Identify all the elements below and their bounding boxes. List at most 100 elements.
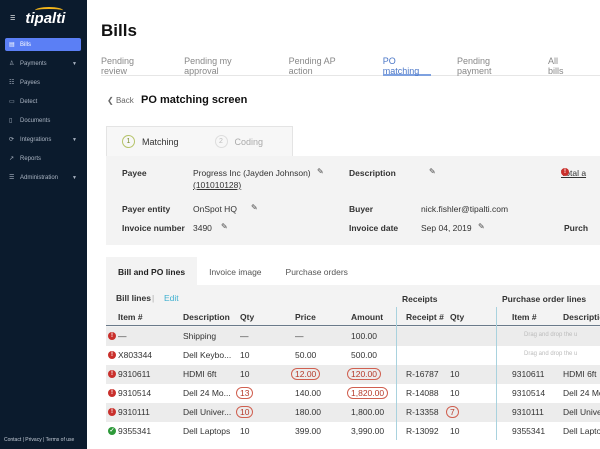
step-matching[interactable]: 1 Matching bbox=[107, 135, 200, 148]
cell-amount: 500.00 bbox=[351, 350, 377, 360]
cell-price: 399.00 bbox=[295, 426, 321, 436]
cell-amount: 1,820.00 bbox=[347, 387, 389, 399]
drag-drop-hint[interactable]: Drag and drop the u bbox=[524, 332, 578, 338]
cell-qty: 10 bbox=[240, 426, 250, 436]
sidebar-nav: ▤ Bills ♙ Payments ▼ ☷ Payees ▭ Detect ▯ Documents… bbox=[5, 38, 81, 190]
chart-icon: ↗ bbox=[9, 156, 15, 162]
column-header[interactable]: Qty bbox=[450, 312, 465, 322]
menu-icon[interactable]: ☰ bbox=[10, 16, 16, 22]
cell-amount: 3,990.00 bbox=[351, 426, 385, 436]
po-lines-label: Purchase order lines bbox=[502, 294, 587, 304]
drag-drop-hint[interactable]: Drag and drop the u bbox=[524, 351, 578, 357]
table-row[interactable]: ! — Shipping — —100.00 Drag and drop the u bbox=[106, 327, 600, 346]
sidebar-item-payments[interactable]: ♙ Payments ▼ bbox=[5, 57, 81, 70]
payee-label: Payee bbox=[122, 168, 147, 178]
column-header[interactable]: Description bbox=[563, 312, 600, 322]
edit-invoice-date-icon[interactable]: ✎ bbox=[478, 222, 485, 231]
tab-invoice-image[interactable]: Invoice image bbox=[209, 267, 262, 277]
step-label: Coding bbox=[234, 136, 264, 147]
cell-po_desc: Dell 24 Mo... bbox=[563, 388, 600, 398]
cell-price: — bbox=[295, 331, 304, 341]
sidebar-item-reports[interactable]: ↗ Reports bbox=[5, 152, 81, 165]
cell-po_desc: Dell Univer... bbox=[563, 407, 600, 417]
tab-pending-payment[interactable]: Pending payment bbox=[456, 56, 492, 76]
tab-pending-ap-action[interactable]: Pending AP action bbox=[288, 56, 336, 76]
receipts-divider bbox=[396, 307, 397, 440]
cell-desc: Shipping bbox=[183, 331, 217, 341]
document-icon: ▤ bbox=[9, 42, 15, 48]
cell-qty: 10 bbox=[236, 406, 254, 418]
invoice-number-label: Invoice number bbox=[122, 223, 185, 233]
cell-rqty: 10 bbox=[450, 426, 460, 436]
cell-amount: 120.00 bbox=[347, 368, 381, 380]
po-divider bbox=[496, 307, 497, 440]
error-icon: ! bbox=[108, 408, 116, 416]
page-title: PO matching screen bbox=[141, 94, 248, 106]
cell-item: 9310111 bbox=[118, 407, 150, 417]
cell-rqty: 10 bbox=[450, 388, 460, 398]
tab-purchase-orders[interactable]: Purchase orders bbox=[285, 267, 348, 277]
tab-pending-review[interactable]: Pending review bbox=[101, 56, 135, 76]
detect-icon: ▭ bbox=[9, 99, 15, 105]
sidebar-item-label: Integrations bbox=[20, 136, 52, 143]
cell-rqty: 7 bbox=[446, 406, 459, 418]
sidebar-footer[interactable]: Contact | Privacy | Terms of use bbox=[4, 437, 75, 443]
tab-pending-my-approval[interactable]: Pending my approval bbox=[184, 56, 232, 76]
table-row[interactable]: ✓ 9355341 Dell Laptops 10 399.00 3,990.00 R-13… bbox=[106, 422, 600, 441]
total-link: Total a bbox=[561, 168, 587, 178]
column-header[interactable]: Qty bbox=[240, 312, 255, 322]
sidebar-item-payees[interactable]: ☷ Payees bbox=[5, 76, 81, 89]
column-header[interactable]: Price bbox=[295, 312, 316, 322]
sidebar-item-detect[interactable]: ▭ Detect bbox=[5, 95, 81, 108]
error-icon: ! bbox=[108, 332, 116, 340]
table-row[interactable]: ! X803344 Dell Keybo... 10 50.00 500.00 Drag a… bbox=[106, 346, 600, 365]
invoice-number-value: 3490 bbox=[193, 223, 212, 233]
tab-all-bills[interactable]: All bills bbox=[548, 56, 564, 76]
edit-description-icon[interactable]: ✎ bbox=[429, 167, 436, 176]
cell-rqty: 10 bbox=[450, 369, 460, 379]
step-label: Matching bbox=[142, 136, 179, 147]
total-warning[interactable]: ! Total a bbox=[561, 168, 586, 178]
cell-receipt: R-16787 bbox=[406, 369, 439, 379]
payees-icon: ☷ bbox=[9, 80, 15, 86]
tab-po-matching[interactable]: PO matching bbox=[382, 56, 431, 76]
column-header[interactable]: Description bbox=[183, 312, 230, 322]
table-header-row: Item # Description Qty Price Amount Receipt #… bbox=[106, 310, 600, 326]
table-row[interactable]: ! 9310514 Dell 24 Mo... 13 140.00 1,820.00 R-1… bbox=[106, 384, 600, 403]
edit-payer-icon[interactable]: ✎ bbox=[251, 203, 258, 212]
sidebar-item-administration[interactable]: ☰ Administration ▼ bbox=[5, 171, 81, 184]
cell-desc: Dell Keybo... bbox=[183, 350, 232, 360]
cell-po_item: 9310514 bbox=[512, 388, 546, 398]
edit-invoice-number-icon[interactable]: ✎ bbox=[221, 222, 228, 231]
column-header[interactable]: Amount bbox=[351, 312, 384, 322]
column-header[interactable]: Receipt # bbox=[406, 312, 444, 322]
column-header[interactable]: Item # bbox=[118, 312, 143, 322]
table-row[interactable]: ! 9310611 HDMI 6ft 10 12.00 120.00 R-16787 10 93… bbox=[106, 365, 600, 384]
cell-po_item: 9355341 bbox=[512, 426, 546, 436]
cell-price: 50.00 bbox=[295, 350, 317, 360]
cell-qty: — bbox=[240, 331, 249, 341]
step-coding[interactable]: 2 Coding bbox=[200, 135, 293, 148]
tab-bill-and-po-lines[interactable]: Bill and PO lines bbox=[106, 257, 198, 285]
sidebar-item-bills[interactable]: ▤ Bills bbox=[5, 38, 81, 51]
back-button[interactable]: ❮ Back bbox=[107, 96, 134, 105]
cell-item: — bbox=[118, 331, 127, 341]
column-header[interactable]: Item # bbox=[512, 312, 537, 322]
edit-payee-icon[interactable]: ✎ bbox=[317, 167, 324, 176]
payer-label: Payer entity bbox=[122, 204, 171, 214]
sidebar-item-documents[interactable]: ▯ Documents bbox=[5, 114, 81, 127]
payee-id-link[interactable]: (101010128) bbox=[193, 180, 242, 190]
cell-po_item: 9310611 bbox=[512, 369, 545, 379]
cell-po_desc: HDMI 6ft bbox=[563, 369, 597, 379]
cell-receipt: R-13358 bbox=[406, 407, 439, 417]
table-row[interactable]: ! 9310111 Dell Univer... 10 180.00 1,800.00 R-… bbox=[106, 403, 600, 422]
chevron-down-icon: ▼ bbox=[72, 60, 77, 67]
cell-desc: HDMI 6ft bbox=[183, 369, 217, 379]
sidebar-item-integrations[interactable]: ⟳ Integrations ▼ bbox=[5, 133, 81, 146]
sidebar-item-label: Administration bbox=[20, 174, 59, 181]
edit-link[interactable]: Edit bbox=[164, 293, 179, 303]
sidebar-item-label: Payments bbox=[20, 60, 47, 67]
cell-receipt: R-14088 bbox=[406, 388, 439, 398]
buyer-value: nick.fishler@tipalti.com bbox=[421, 204, 509, 214]
sidebar: ☰ tipalti ▤ Bills ♙ Payments ▼ ☷ Payees ▭ Detect ▯… bbox=[0, 0, 87, 449]
